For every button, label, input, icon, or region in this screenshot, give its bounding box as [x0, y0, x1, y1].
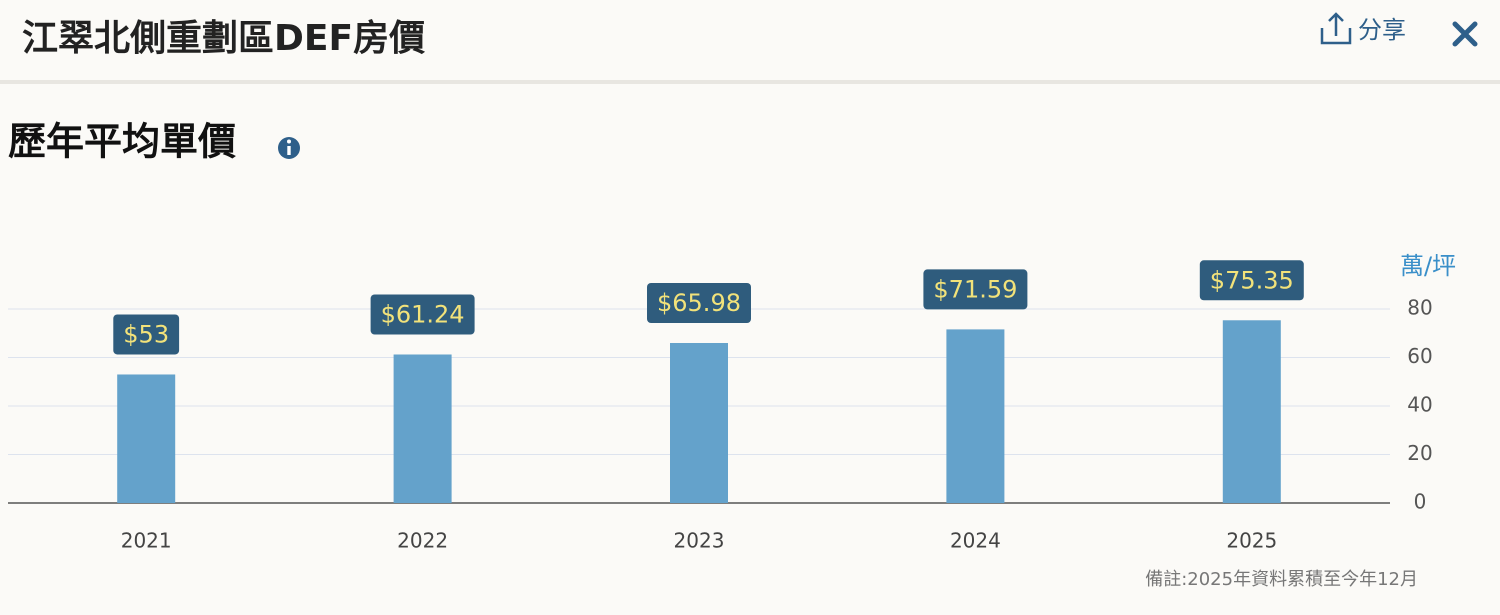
y-tick-label: 20: [1407, 441, 1432, 465]
x-tick-label: 2024: [950, 529, 1001, 553]
note: 備註:2025年資料累積至今年12月: [1145, 569, 1418, 590]
value-label: $65.98: [657, 289, 741, 317]
close-button[interactable]: [1452, 21, 1478, 47]
y-axis-label: 萬/坪: [1400, 252, 1456, 280]
bar: [393, 354, 452, 503]
bar: [117, 374, 176, 503]
bar: [946, 329, 1005, 503]
x-tick-label: 2021: [121, 529, 172, 553]
value-label: $75.35: [1210, 266, 1294, 294]
header-title: 江翠北側重劃區DEF房價: [22, 18, 425, 59]
header-bar: [0, 0, 1500, 80]
share-text[interactable]: 分享: [1358, 16, 1406, 44]
info-icon[interactable]: [278, 137, 300, 159]
value-label: $71.59: [933, 275, 1017, 303]
value-label-box: [647, 282, 751, 323]
y-tick-label: 0: [1414, 490, 1427, 514]
value-label-box: [1199, 260, 1304, 301]
value-label-box: [923, 269, 1028, 310]
value-label: $53: [123, 320, 169, 348]
bar: [670, 342, 728, 503]
value-label: $61.24: [381, 300, 465, 328]
x-tick-label: 2022: [397, 529, 448, 553]
share-icon-box: [1320, 28, 1352, 45]
y-tick-label: 40: [1407, 393, 1432, 417]
value-label-box: [113, 314, 180, 355]
y-tick-label: 60: [1407, 344, 1432, 368]
section-title: 歷年平均單價: [8, 120, 236, 164]
share-button[interactable]: [1320, 12, 1352, 45]
x-tick-label: 2023: [674, 529, 725, 553]
y-tick-label: 80: [1407, 296, 1432, 320]
info-stem: [287, 146, 291, 155]
x-tick-label: 2025: [1226, 529, 1277, 553]
header-shadow: [0, 80, 1500, 84]
close-stroke: [1452, 21, 1478, 47]
share-icon-arrow: [1328, 12, 1344, 36]
value-label-box: [370, 294, 475, 335]
info-dot: [287, 139, 291, 144]
bar: [1222, 320, 1281, 503]
